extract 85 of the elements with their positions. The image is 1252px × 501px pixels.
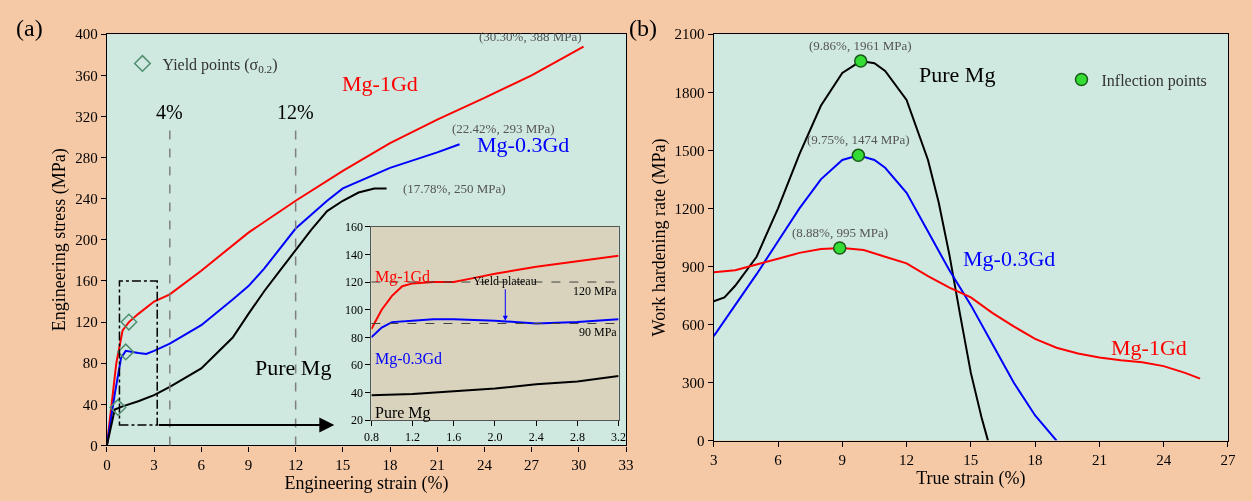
y-tick-label: 160 <box>344 219 363 234</box>
y-tick-label: 240 <box>75 190 98 207</box>
y-tick-label: 1800 <box>674 84 705 101</box>
y-tick-label: 280 <box>75 149 98 166</box>
point <box>120 313 138 331</box>
point <box>851 148 866 163</box>
y-tick-label: 1200 <box>674 200 705 217</box>
y-tick-label: 300 <box>682 374 705 391</box>
x-tick-label: 6 <box>197 456 206 473</box>
annotation: (8.88%, 995 MPa) <box>792 225 889 240</box>
x-tick-label: 2.4 <box>528 429 544 444</box>
y-tick-label: 80 <box>82 355 98 372</box>
series-label: Mg-1Gd <box>375 268 431 286</box>
annotation: (9.86%, 1961 MPa) <box>809 38 912 53</box>
x-tick-label: 6 <box>774 451 783 468</box>
x-tick-label: 15 <box>335 456 351 473</box>
y-tick-label: 2100 <box>674 26 705 43</box>
point <box>832 241 847 255</box>
y-tick-label: 100 <box>344 302 363 317</box>
x-tick-label: 33 <box>618 456 634 473</box>
x-tick-label: 27 <box>1220 451 1236 468</box>
y-tick-label: 400 <box>75 26 98 43</box>
ref-line-label: 12% <box>277 101 314 123</box>
legend-label: Inflection points <box>1101 71 1207 90</box>
point <box>853 54 868 68</box>
y-tick-label: 120 <box>344 275 363 290</box>
text: (b) <box>629 15 657 41</box>
x-tick-label: 30 <box>571 456 587 473</box>
ref-line-label: 4% <box>156 101 183 123</box>
y-tick-label: 600 <box>682 316 705 333</box>
point <box>109 398 127 416</box>
x-tick-label: 18 <box>382 456 398 473</box>
y-tick-label: 160 <box>75 273 98 290</box>
point <box>117 343 135 361</box>
x-tick-label: 0 <box>103 456 111 473</box>
x-tick-label: 3.2 <box>611 429 627 444</box>
series-label: Mg-1Gd <box>1111 335 1187 360</box>
x-tick-label: 12 <box>899 451 915 468</box>
y-tick-label: 40 <box>350 385 363 400</box>
x-tick-label: 12 <box>288 456 304 473</box>
x-tick-label: 2.0 <box>487 429 503 444</box>
x-tick-label: 0.8 <box>363 429 379 444</box>
y-tick-label: 120 <box>75 314 98 331</box>
x-tick-label: 9 <box>244 456 253 473</box>
x-tick-label: 24 <box>476 456 493 473</box>
annotation: (17.78%, 250 MPa) <box>403 181 506 196</box>
y-tick-label: 80 <box>350 330 363 345</box>
y-tick-label: 40 <box>82 396 98 413</box>
series-label: Mg-1Gd <box>342 71 418 96</box>
y-axis-title: Engineering stress (MPa) <box>49 148 71 332</box>
line-series <box>371 318 619 339</box>
y-tick-label: 1500 <box>674 142 705 159</box>
x-tick-label: 24 <box>1156 451 1172 468</box>
annotation: (9.75%, 1474 MPa) <box>807 132 910 147</box>
series-label: Pure Mg <box>255 355 332 380</box>
y-tick-label: 360 <box>75 67 98 84</box>
y-tick-label: 320 <box>75 108 98 125</box>
x-tick-label: 21 <box>1091 451 1107 468</box>
series-label: Pure Mg <box>375 404 431 422</box>
y-tick-label: 140 <box>344 247 363 262</box>
y-tick-label: 900 <box>682 258 705 275</box>
x-axis-title: True strain (%) <box>916 467 1026 489</box>
x-tick-label: 27 <box>524 456 540 473</box>
x-tick-label: 21 <box>429 456 445 473</box>
x-tick-label: 3 <box>150 456 158 473</box>
y-tick-label: 200 <box>75 232 98 249</box>
y-tick-label: 20 <box>350 413 363 428</box>
series-label: Mg-0.3Gd <box>375 350 443 368</box>
x-tick-label: 18 <box>1027 451 1043 468</box>
x-tick-label: 1.6 <box>446 429 462 444</box>
text: (a) <box>16 15 43 41</box>
x-tick-label: 9 <box>838 451 847 468</box>
annotation: Yield plateau <box>473 274 537 288</box>
ref-line-label: 90 MPa <box>579 325 618 339</box>
x-tick-label: 3 <box>710 451 718 468</box>
ref-line-label: 120 MPa <box>573 284 618 298</box>
x-tick-label: 15 <box>963 451 979 468</box>
y-axis-title: Work hardening rate (MPa) <box>648 138 670 337</box>
legend-label: Yield points (σ$_{0.2}$) <box>162 55 278 76</box>
x-tick-label: 2.8 <box>569 429 585 444</box>
x-tick-label: 1.2 <box>405 429 421 444</box>
series-label: Pure Mg <box>919 62 996 87</box>
series-label: Mg-0.3Gd <box>963 246 1056 271</box>
x-axis-title: Engineering strain (%) <box>284 472 449 494</box>
y-tick-label: 60 <box>350 358 363 373</box>
